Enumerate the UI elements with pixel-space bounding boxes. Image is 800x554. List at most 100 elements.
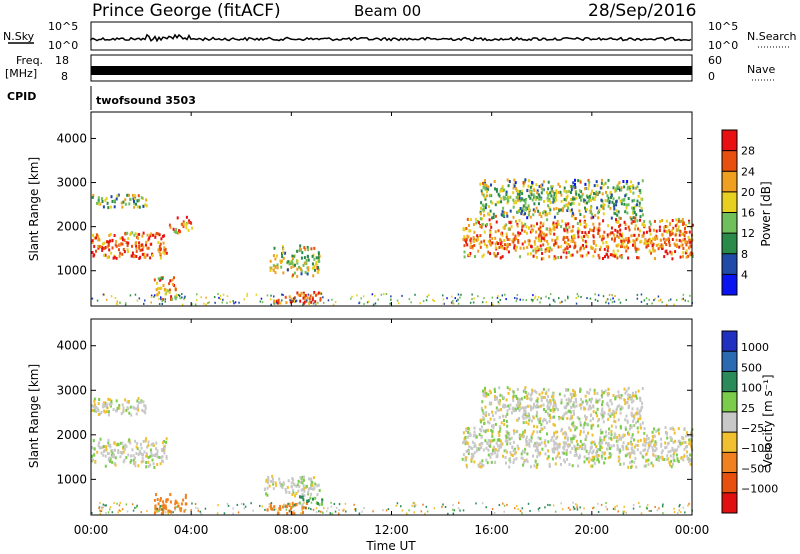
- heatmap-cell: [124, 303, 127, 306]
- heatmap-cell: [110, 195, 113, 199]
- heatmap-cell: [481, 502, 484, 505]
- heatmap-cell: [641, 213, 644, 217]
- heatmap-cell: [502, 414, 505, 418]
- colorbar-segment: [722, 274, 737, 296]
- heatmap-cell: [614, 508, 616, 511]
- heatmap-cell: [501, 233, 504, 237]
- power-ylabel: Slant Range [km]: [27, 157, 41, 261]
- heatmap-cell: [600, 454, 603, 458]
- heatmap-cell: [590, 212, 593, 216]
- heatmap-cell: [659, 456, 661, 459]
- y-tick-label: 1000: [56, 472, 87, 486]
- heatmap-cell: [542, 256, 545, 260]
- heatmap-cell: [302, 263, 305, 267]
- heatmap-cell: [524, 386, 527, 389]
- heatmap-cell: [627, 393, 630, 397]
- heatmap-cell: [579, 423, 582, 427]
- heatmap-cell: [496, 449, 499, 453]
- heatmap-cell: [640, 239, 643, 243]
- heatmap-cell: [669, 463, 671, 467]
- heatmap-cell: [165, 507, 168, 511]
- heatmap-cell: [297, 293, 300, 297]
- heatmap-cell: [317, 266, 319, 269]
- heatmap-cell: [526, 216, 529, 220]
- heatmap-cell: [546, 421, 548, 425]
- heatmap-cell: [518, 196, 521, 200]
- heatmap-cell: [110, 295, 113, 298]
- heatmap-cell: [591, 397, 593, 401]
- heatmap-cell: [563, 394, 566, 398]
- heatmap-cell: [581, 192, 584, 196]
- heatmap-cell: [292, 488, 295, 492]
- heatmap-cell: [498, 415, 501, 419]
- heatmap-cell: [488, 205, 490, 209]
- heatmap-cell: [666, 230, 669, 234]
- heatmap-cell: [593, 391, 596, 395]
- heatmap-cell: [627, 397, 630, 401]
- heatmap-cell: [624, 194, 627, 198]
- heatmap-cell: [549, 293, 552, 296]
- heatmap-cell: [266, 486, 269, 490]
- heatmap-cell: [98, 245, 101, 249]
- heatmap-cell: [139, 451, 142, 455]
- heatmap-cell: [492, 449, 494, 453]
- heatmap-cell: [433, 300, 435, 302]
- heatmap-cell: [160, 286, 163, 290]
- heatmap-cell: [498, 408, 501, 412]
- heatmap-cell: [607, 255, 610, 259]
- heatmap-cell: [471, 440, 474, 444]
- heatmap-cell: [601, 430, 604, 434]
- heatmap-cell: [389, 302, 391, 305]
- heatmap-cell: [472, 236, 475, 240]
- heatmap-cell: [142, 196, 144, 200]
- heatmap-cell: [513, 238, 516, 242]
- heatmap-cell: [536, 425, 539, 429]
- heatmap-cell: [544, 452, 547, 456]
- heatmap-cell: [599, 438, 602, 442]
- heatmap-cell: [516, 444, 519, 448]
- heatmap-cell: [308, 302, 311, 305]
- heatmap-cell: [229, 300, 231, 303]
- heatmap-cell: [588, 209, 591, 213]
- heatmap-cell: [180, 507, 183, 511]
- heatmap-cell: [546, 246, 548, 250]
- heatmap-cell: [472, 434, 475, 438]
- heatmap-cell: [600, 204, 603, 208]
- heatmap-cell: [494, 395, 496, 399]
- heatmap-cell: [577, 235, 580, 239]
- heatmap-cell: [246, 295, 248, 297]
- heatmap-cell: [288, 491, 291, 494]
- heatmap-cell: [504, 414, 507, 418]
- heatmap-cell: [142, 459, 145, 463]
- heatmap-cell: [540, 257, 543, 261]
- heatmap-cell: [278, 507, 281, 510]
- heatmap-cell: [398, 302, 400, 305]
- heatmap-cell: [530, 392, 533, 395]
- heatmap-cell: [532, 249, 535, 253]
- heatmap-cell: [608, 436, 611, 440]
- heatmap-cell: [480, 435, 483, 439]
- heatmap-cell: [598, 190, 601, 194]
- heatmap-cell: [591, 464, 594, 468]
- heatmap-cell: [609, 414, 612, 418]
- heatmap-cell: [576, 222, 579, 225]
- heatmap-cell: [555, 456, 558, 460]
- heatmap-cell: [630, 465, 633, 469]
- heatmap-cell: [387, 508, 390, 511]
- heatmap-cell: [99, 437, 102, 441]
- heatmap-cell: [334, 301, 337, 304]
- heatmap-cell: [136, 399, 139, 403]
- heatmap-cell: [156, 507, 158, 510]
- heatmap-cell: [468, 445, 471, 449]
- heatmap-cell: [533, 189, 536, 192]
- heatmap-cell: [619, 232, 622, 236]
- heatmap-cell: [677, 217, 680, 221]
- heatmap-cell: [528, 418, 531, 422]
- heatmap-cell: [679, 441, 682, 445]
- heatmap-cell: [150, 294, 153, 297]
- colorbar-segment: [722, 331, 737, 352]
- heatmap-cell: [579, 432, 582, 436]
- heatmap-cell: [689, 244, 692, 248]
- heatmap-cell: [587, 178, 590, 182]
- heatmap-cell: [635, 394, 637, 398]
